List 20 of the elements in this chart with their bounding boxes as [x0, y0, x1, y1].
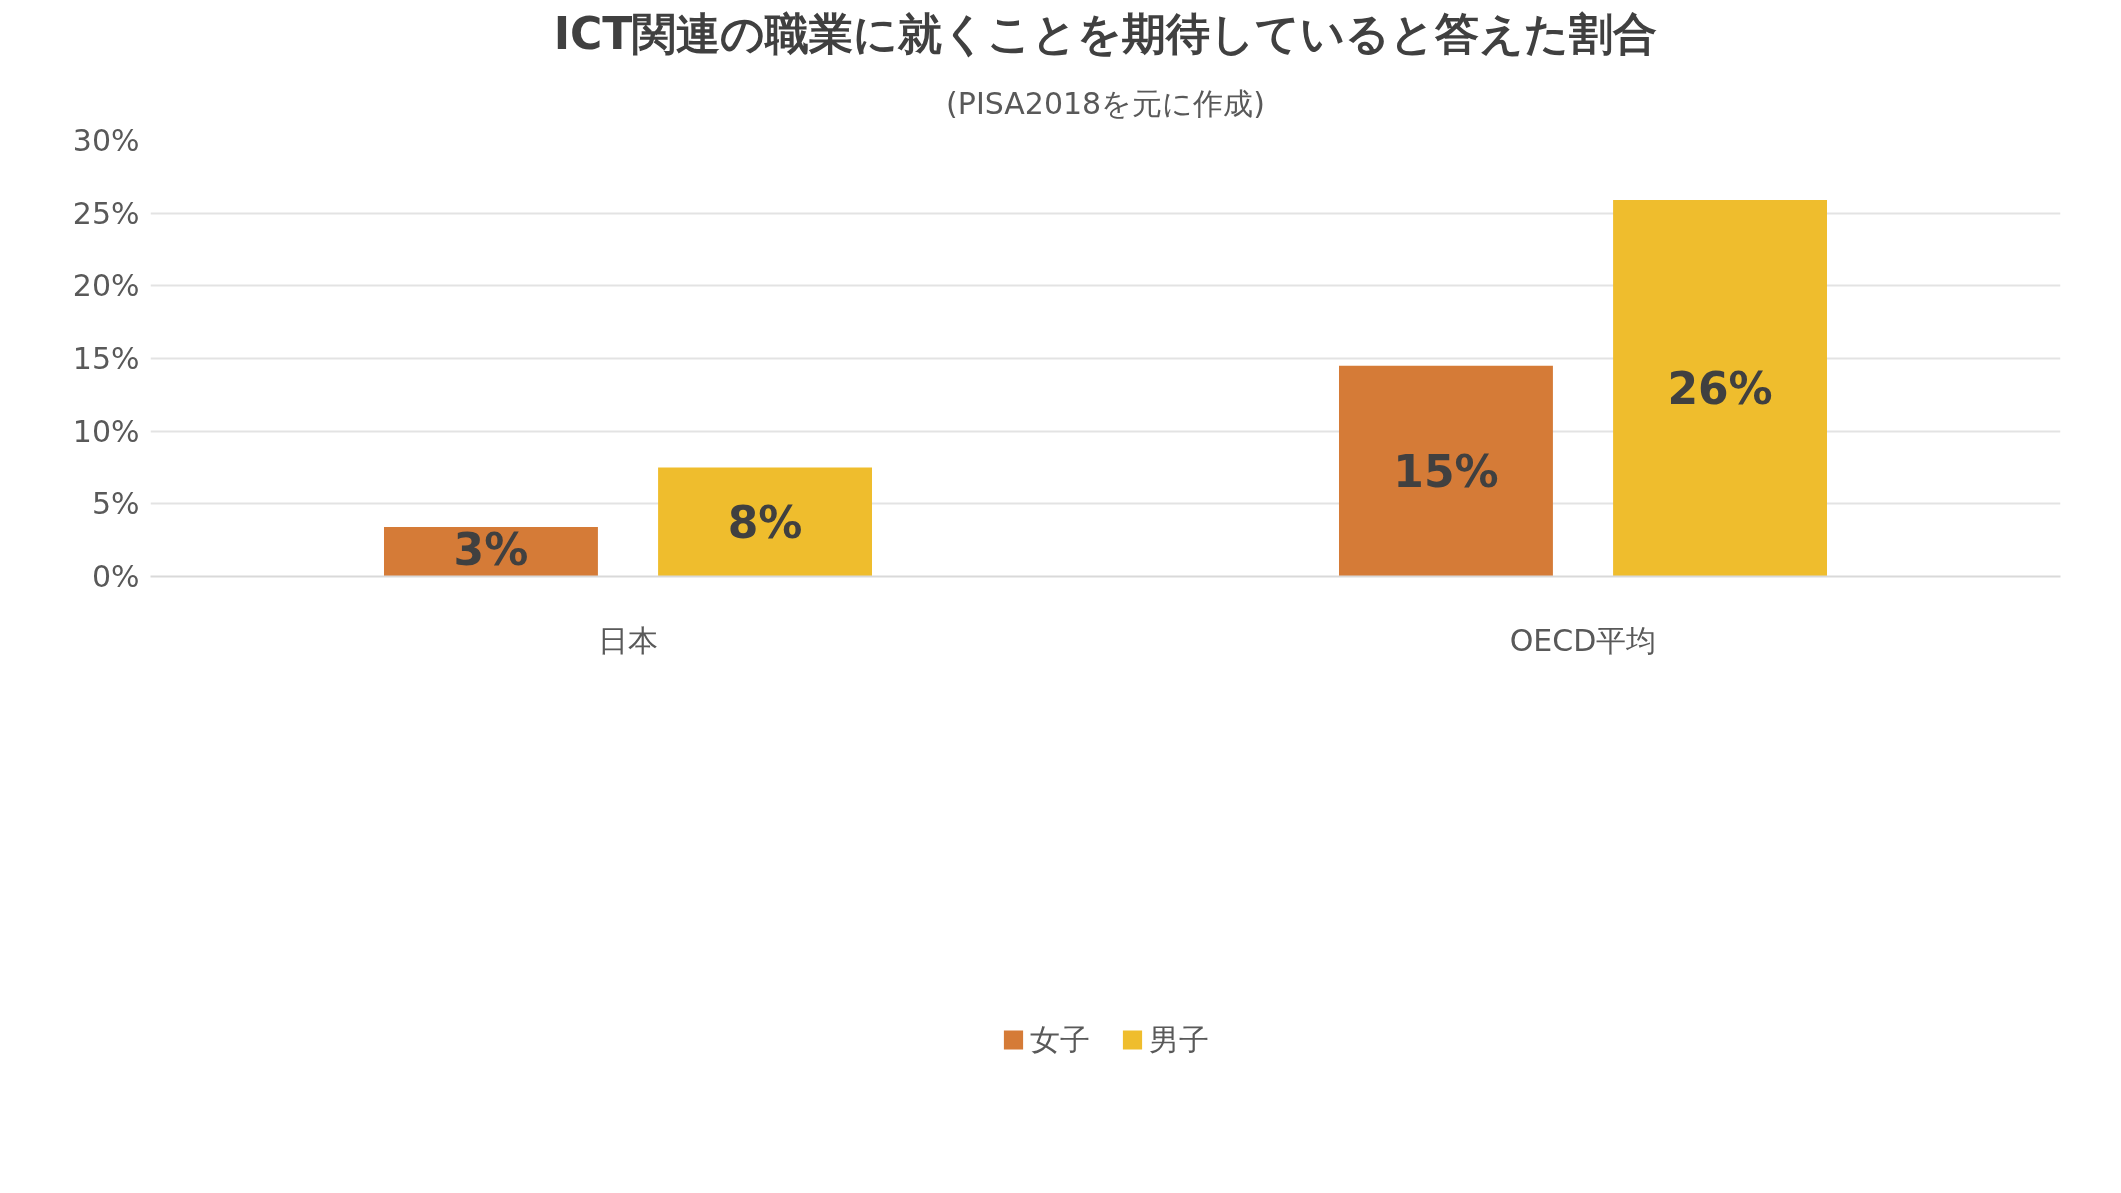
bar	[1613, 200, 1827, 577]
data-label: 26%	[1667, 362, 1773, 414]
data-label: 8%	[727, 496, 803, 548]
y-tick-label: 15%	[72, 341, 140, 376]
x-tick-label: OECD平均	[1509, 622, 1657, 658]
y-tick-label: 20%	[72, 268, 140, 304]
data-label: 3%	[453, 523, 529, 575]
chart-title: ICT関連の職業に就くことを期待していると答えた割合	[553, 7, 1658, 59]
y-tick-label: 30%	[72, 123, 140, 158]
x-tick-label: 日本	[598, 622, 658, 658]
y-tick-label: 25%	[72, 195, 140, 231]
legend-label: 女子	[1030, 1020, 1090, 1059]
legend-label: 男子	[1149, 1020, 1209, 1059]
data-label: 15%	[1393, 445, 1499, 497]
y-tick-label: 5%	[91, 486, 140, 522]
y-tick-label: 0%	[91, 559, 140, 594]
chart-subtitle: (PISA2018を元に作成)	[946, 85, 1265, 121]
y-tick-label: 10%	[72, 413, 140, 449]
bar	[1339, 365, 1553, 577]
bar	[658, 467, 872, 577]
